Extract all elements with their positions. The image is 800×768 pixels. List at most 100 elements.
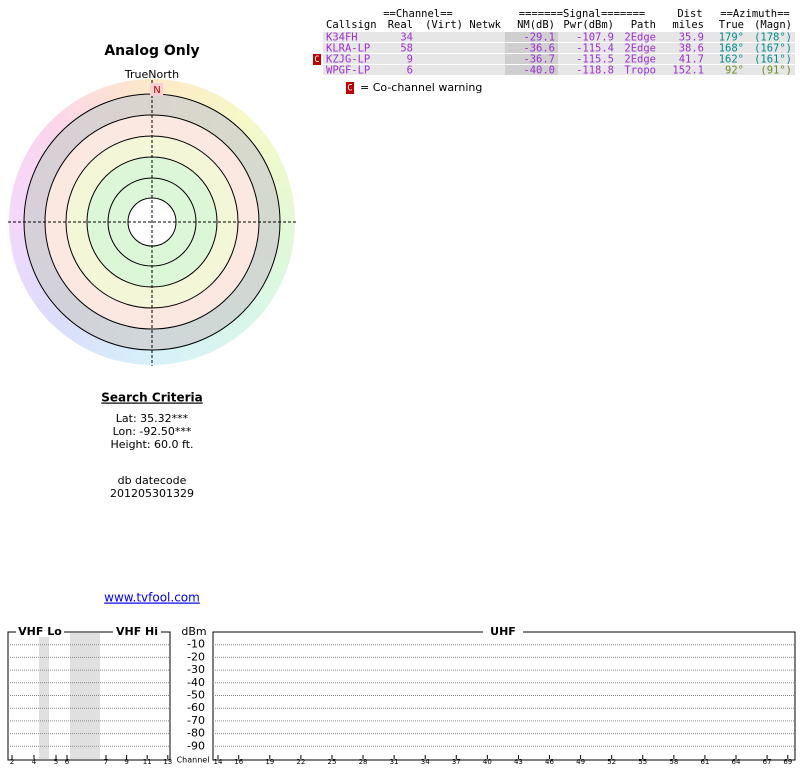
x-tick-label: 61 (700, 758, 709, 766)
table-cell: 179° (719, 32, 744, 44)
unit-label: dBm (181, 625, 206, 638)
group-header: Dist (677, 8, 702, 20)
y-tick-label: -20 (187, 650, 205, 663)
table-cell: -36.7 (523, 54, 555, 66)
table-cell: -107.9 (576, 32, 614, 44)
row-background (323, 43, 795, 53)
nm-cell-background (505, 43, 558, 53)
table-cell: K34FH (326, 32, 358, 44)
group-header: ==Channel== (383, 8, 453, 20)
table-cell: 162° (719, 54, 744, 66)
y-tick-label: -90 (187, 739, 205, 752)
y-tick-label: -60 (187, 701, 205, 714)
longitude: Lon: -92.50*** (113, 425, 192, 438)
x-tick-label: 46 (545, 758, 554, 766)
table-cell: WPGF-LP (326, 65, 370, 77)
table-cell: (161°) (754, 54, 792, 66)
table-cell: 9 (407, 54, 413, 66)
y-tick-label: -70 (187, 714, 205, 727)
x-tick-label: 28 (359, 758, 368, 766)
table-cell: -29.1 (523, 32, 555, 44)
legend-box (346, 82, 354, 94)
table-cell: 35.9 (679, 32, 704, 44)
table-cell: 168° (719, 43, 744, 55)
height: Height: 60.0 ft. (110, 438, 193, 451)
table-cell: KLRA-LP (326, 43, 370, 55)
x-tick-label: 25 (327, 758, 336, 766)
tvfool-link[interactable]: www.tvfool.com (104, 591, 200, 605)
channel-label: Channel (177, 756, 210, 765)
table-cell: Tropo (624, 65, 656, 77)
datecode-label: db datecode (118, 474, 187, 487)
x-tick-label: 37 (452, 758, 461, 766)
table-cell: 34 (400, 32, 413, 44)
table-cell: (178°) (754, 32, 792, 44)
warning-box (313, 54, 321, 65)
y-tick-label: -10 (187, 638, 205, 651)
x-tick-label: 13 (163, 758, 172, 766)
legend-text: = Co-channel warning (360, 81, 482, 94)
y-tick-label: -80 (187, 727, 205, 740)
y-tick-label: -50 (187, 689, 205, 702)
table-cell: 2Edge (624, 43, 656, 55)
x-tick-label: 2 (10, 758, 14, 766)
x-tick-label: 34 (421, 758, 430, 766)
table-cell: 2Edge (624, 32, 656, 44)
vhf-lo-label: VHF Lo (18, 625, 62, 638)
legend-mark: C (347, 84, 352, 94)
station-table: ==Channel== =======Signal======= Dist ==Azi… (313, 8, 795, 94)
x-tick-label: 58 (669, 758, 678, 766)
table-cell: -36.6 (523, 43, 555, 55)
column-header: (Magn) (754, 19, 792, 31)
row-background (323, 32, 795, 42)
table-cell: 41.7 (679, 54, 704, 66)
search-title: Search Criteria (101, 391, 202, 405)
column-header: Real (388, 19, 413, 31)
table-cell: 152.1 (672, 65, 704, 77)
x-tick-label: 22 (296, 758, 305, 766)
title: Analog Only (104, 43, 199, 59)
x-tick-label: 43 (514, 758, 523, 766)
table-cell: 2Edge (624, 54, 656, 66)
column-header: miles (672, 19, 704, 31)
table-cell: 58 (400, 43, 413, 55)
x-tick-label: 69 (783, 758, 792, 766)
column-header: Path (631, 19, 656, 31)
column-header: Pwr(dBm) (563, 19, 614, 31)
x-tick-label: 7 (104, 758, 108, 766)
vhf-hi-label: VHF Hi (116, 625, 158, 638)
nm-cell-background (505, 65, 558, 75)
table-cell: 38.6 (679, 43, 704, 55)
x-tick-label: 6 (65, 758, 70, 766)
compass (8, 80, 296, 366)
table-cell: 6 (407, 65, 413, 77)
group-header: ==Azimuth== (720, 8, 790, 20)
warning-mark: C (314, 55, 319, 65)
table-cell: (91°) (760, 65, 792, 77)
row-background (323, 65, 795, 75)
group-header: =======Signal======= (519, 8, 645, 20)
table-cell: -115.4 (576, 43, 614, 55)
x-tick-label: 67 (763, 758, 772, 766)
nm-cell-background (505, 32, 558, 42)
column-header: True (719, 19, 744, 31)
x-tick-label: 5 (54, 758, 58, 766)
datecode-value: 201205301329 (110, 487, 194, 500)
x-tick-label: 49 (576, 758, 585, 766)
x-tick-label: 19 (265, 758, 274, 766)
table-cell: KZJG-LP (326, 54, 370, 66)
spectrum-chart: VHF Lo VHF Hi UHF dBm Channel -10-20-30-40-50… (7, 625, 796, 766)
column-header: NM(dB) (517, 19, 555, 31)
table-cell: -118.8 (576, 65, 614, 77)
x-tick-label: 40 (483, 758, 492, 766)
x-tick-label: 64 (732, 758, 741, 766)
x-tick-label: 16 (234, 758, 243, 766)
row-background (323, 54, 795, 64)
compass-label: TrueNorth (124, 68, 179, 81)
table-cell: (167°) (754, 43, 792, 55)
x-tick-label: 52 (607, 758, 616, 766)
column-header: Callsign (326, 19, 377, 31)
x-tick-label: 9 (124, 758, 128, 766)
